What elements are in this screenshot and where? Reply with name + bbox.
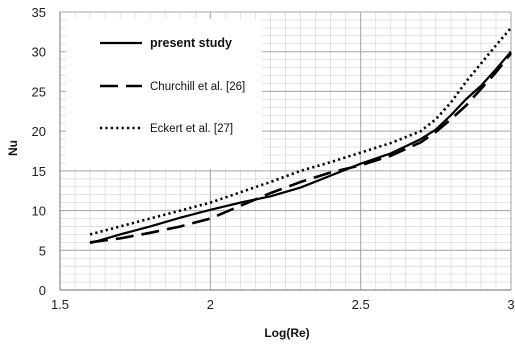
legend: present study Churchill et al. [26] Eckert… xyxy=(66,19,262,169)
legend-box xyxy=(66,19,262,169)
legend-label-2: Churchill et al. [26] xyxy=(150,81,245,93)
x-tick-label: 3 xyxy=(507,297,514,312)
y-tick-label: 5 xyxy=(39,243,46,258)
y-tick-label: 35 xyxy=(32,5,46,20)
x-tick-label: 2.5 xyxy=(352,297,370,312)
series-line-3 xyxy=(89,27,512,236)
y-tick-label: 25 xyxy=(32,84,46,99)
y-tick-label: 10 xyxy=(32,204,46,219)
y-tick-label: 15 xyxy=(32,164,46,179)
legend-label-3: Eckert et al. [27] xyxy=(150,123,233,135)
y-axis-title: Nu xyxy=(6,140,20,156)
x-tick-label: 2 xyxy=(207,297,214,312)
series-lines xyxy=(89,27,513,245)
axes xyxy=(59,12,511,291)
series-line-2 xyxy=(89,52,513,244)
x-tick-label: 1.5 xyxy=(51,297,69,312)
y-tick-label: 30 xyxy=(32,45,46,60)
legend-label-1: present study xyxy=(150,36,232,50)
y-tick-label: 20 xyxy=(32,124,46,139)
y-tick-label: 0 xyxy=(39,283,46,298)
x-axis-title: Log(Re) xyxy=(264,326,309,340)
